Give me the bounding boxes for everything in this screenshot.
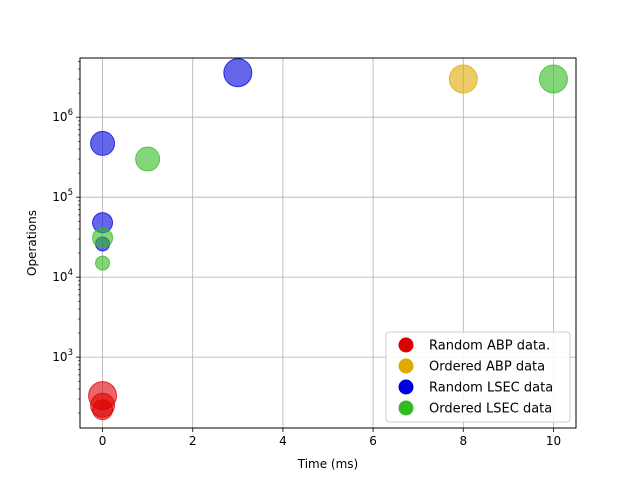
legend-label: Random LSEC data xyxy=(429,381,553,396)
x-tick-label: 10 xyxy=(546,434,561,448)
legend-label: Random ABP data. xyxy=(429,339,550,354)
data-points xyxy=(88,58,568,421)
axis-ticks: 0 2 4 6 8 10 103 104 105 106 xyxy=(52,61,561,448)
data-point xyxy=(448,64,478,94)
data-point xyxy=(223,58,253,88)
y-tick-label: 106 xyxy=(52,108,73,124)
x-tick-label: 6 xyxy=(369,434,377,448)
data-point xyxy=(95,255,111,271)
x-tick-label: 2 xyxy=(189,434,197,448)
y-tick-label: 103 xyxy=(52,348,73,364)
y-axis-label: Operations xyxy=(25,210,39,276)
y-tick-label: 104 xyxy=(52,268,73,284)
grid xyxy=(80,58,576,428)
legend-box xyxy=(385,331,571,423)
x-axis-label: Time (ms) xyxy=(297,457,359,471)
legend-label: Ordered ABP data xyxy=(429,360,545,375)
y-tick-label: 105 xyxy=(52,188,73,204)
legend-marker xyxy=(398,400,414,416)
x-tick-label: 0 xyxy=(99,434,107,448)
legend-label: Ordered LSEC data xyxy=(429,402,552,417)
x-tick-label: 8 xyxy=(459,434,467,448)
data-point xyxy=(88,381,118,411)
legend: Random ABP data. Ordered ABP data Random L… xyxy=(385,331,571,423)
x-tick-label: 4 xyxy=(279,434,287,448)
legend-marker xyxy=(398,337,414,353)
data-point xyxy=(90,130,116,156)
legend-marker xyxy=(398,379,414,395)
data-point xyxy=(135,146,161,172)
data-point xyxy=(538,64,568,94)
legend-marker xyxy=(398,358,414,374)
plot-area-frame xyxy=(79,57,577,429)
data-point xyxy=(92,227,114,249)
